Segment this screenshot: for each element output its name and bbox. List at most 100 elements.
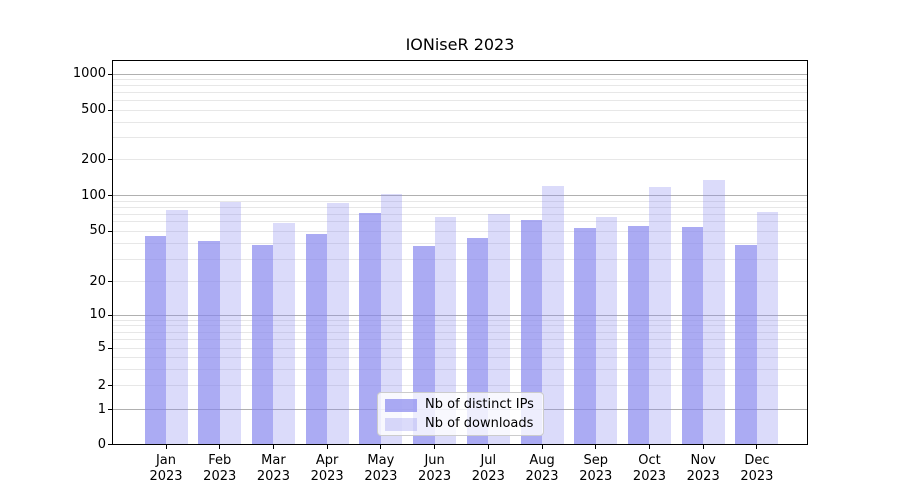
- y-tick-mark: [107, 444, 112, 445]
- y-tick-label: 2: [97, 377, 106, 393]
- legend: Nb of distinct IPs Nb of downloads: [377, 392, 544, 436]
- minor-gridline: [113, 78, 807, 80]
- minor-gridline: [113, 100, 807, 102]
- legend-swatch-downloads: [385, 417, 417, 431]
- minor-gridline: [113, 121, 807, 123]
- bar-sep-downloads: [595, 217, 618, 445]
- minor-gridline: [113, 200, 807, 202]
- bar-sep-ips: [574, 228, 596, 445]
- y-tick-mark: [107, 314, 112, 316]
- bar-nov-ips: [681, 227, 704, 445]
- minor-gridline: [113, 137, 807, 139]
- x-tick-label: Apr 2023: [310, 453, 344, 484]
- bar-aug-downloads: [542, 186, 564, 445]
- bar-oct-downloads: [649, 186, 671, 445]
- bar-may-downloads: [380, 194, 403, 445]
- minor-gridline: [113, 339, 807, 341]
- x-tick-mark: [648, 445, 650, 449]
- minor-gridline: [113, 319, 807, 321]
- x-tick-mark: [434, 445, 436, 449]
- x-tick-mark: [272, 445, 274, 449]
- bar-jul-downloads: [488, 214, 510, 445]
- bar-dec-ips: [735, 244, 757, 445]
- bar-may-ips: [359, 212, 381, 445]
- minor-gridline: [113, 85, 807, 87]
- x-tick-mark: [380, 445, 382, 449]
- y-tick-label: 200: [81, 151, 106, 167]
- x-tick-label: Aug 2023: [525, 453, 559, 484]
- x-tick-label: Mar 2023: [256, 453, 290, 484]
- x-tick-mark: [326, 445, 328, 449]
- x-tick-mark: [702, 445, 704, 449]
- y-tick-mark: [107, 195, 112, 197]
- y-tick-mark: [107, 109, 112, 111]
- x-tick-label: Jul 2023: [471, 453, 505, 484]
- major-gridline: [113, 195, 807, 197]
- x-tick-label: Jan 2023: [149, 453, 183, 484]
- x-tick-label: Oct 2023: [632, 453, 667, 484]
- y-tick-mark: [107, 347, 112, 349]
- y-tick-label: 50: [89, 223, 106, 239]
- bar-aug-ips: [520, 220, 543, 445]
- major-gridline: [113, 73, 807, 75]
- y-tick-mark: [107, 281, 112, 283]
- y-tick-label: 10: [89, 307, 106, 323]
- minor-gridline: [113, 347, 807, 349]
- legend-label: Nb of distinct IPs: [425, 397, 534, 412]
- x-tick-label: Sep 2023: [579, 453, 613, 484]
- y-tick-mark: [107, 409, 112, 411]
- legend-label: Nb of downloads: [425, 416, 534, 431]
- x-tick-label: Feb 2023: [203, 453, 237, 484]
- y-tick-label: 5: [97, 340, 106, 356]
- y-tick-label: 1000: [72, 66, 106, 81]
- x-tick-mark: [219, 445, 221, 449]
- chart-title: IONiseR 2023: [405, 35, 515, 54]
- minor-gridline: [113, 325, 807, 327]
- minor-gridline: [113, 385, 807, 387]
- y-tick-mark: [107, 73, 112, 75]
- x-tick-label: Nov 2023: [686, 453, 720, 484]
- legend-swatch-distinct-ips: [385, 398, 417, 412]
- y-tick-label: 500: [81, 102, 106, 117]
- minor-gridline: [113, 281, 807, 283]
- bar-oct-ips: [627, 226, 650, 445]
- legend-row: Nb of distinct IPs: [385, 398, 534, 412]
- bar-jan-ips: [144, 235, 166, 445]
- y-tick-mark: [107, 385, 112, 387]
- x-tick-mark: [541, 445, 543, 449]
- y-tick-mark: [107, 159, 112, 160]
- minor-gridline: [113, 109, 807, 111]
- x-tick-mark: [595, 445, 597, 449]
- y-tick-mark: [107, 230, 112, 232]
- plot-frame: [112, 60, 808, 445]
- minor-gridline: [113, 230, 807, 232]
- minor-gridline: [113, 213, 807, 215]
- minor-gridline: [113, 206, 807, 208]
- y-tick-label: 0: [97, 436, 106, 452]
- minor-gridline: [113, 243, 807, 245]
- minor-gridline: [113, 258, 807, 260]
- x-tick-label: Jun 2023: [418, 453, 452, 484]
- minor-gridline: [113, 368, 807, 370]
- x-tick-mark: [756, 445, 758, 449]
- bar-mar-downloads: [273, 222, 295, 445]
- minor-gridline: [113, 331, 807, 333]
- bar-jan-downloads: [166, 209, 188, 445]
- bar-feb-ips: [198, 240, 220, 445]
- x-tick-mark: [487, 445, 489, 449]
- bar-mar-ips: [251, 244, 274, 445]
- minor-gridline: [113, 356, 807, 358]
- y-tick-label: 100: [81, 187, 106, 203]
- bar-apr-downloads: [327, 203, 349, 445]
- bar-nov-downloads: [703, 180, 725, 445]
- bar-dec-downloads: [756, 211, 779, 445]
- y-tick-label: 1: [97, 401, 106, 417]
- minor-gridline: [113, 221, 807, 223]
- x-tick-label: Dec 2023: [740, 453, 774, 484]
- minor-gridline: [113, 92, 807, 94]
- legend-row: Nb of downloads: [385, 417, 533, 431]
- y-tick-label: 20: [89, 273, 106, 289]
- x-tick-label: May 2023: [364, 453, 398, 484]
